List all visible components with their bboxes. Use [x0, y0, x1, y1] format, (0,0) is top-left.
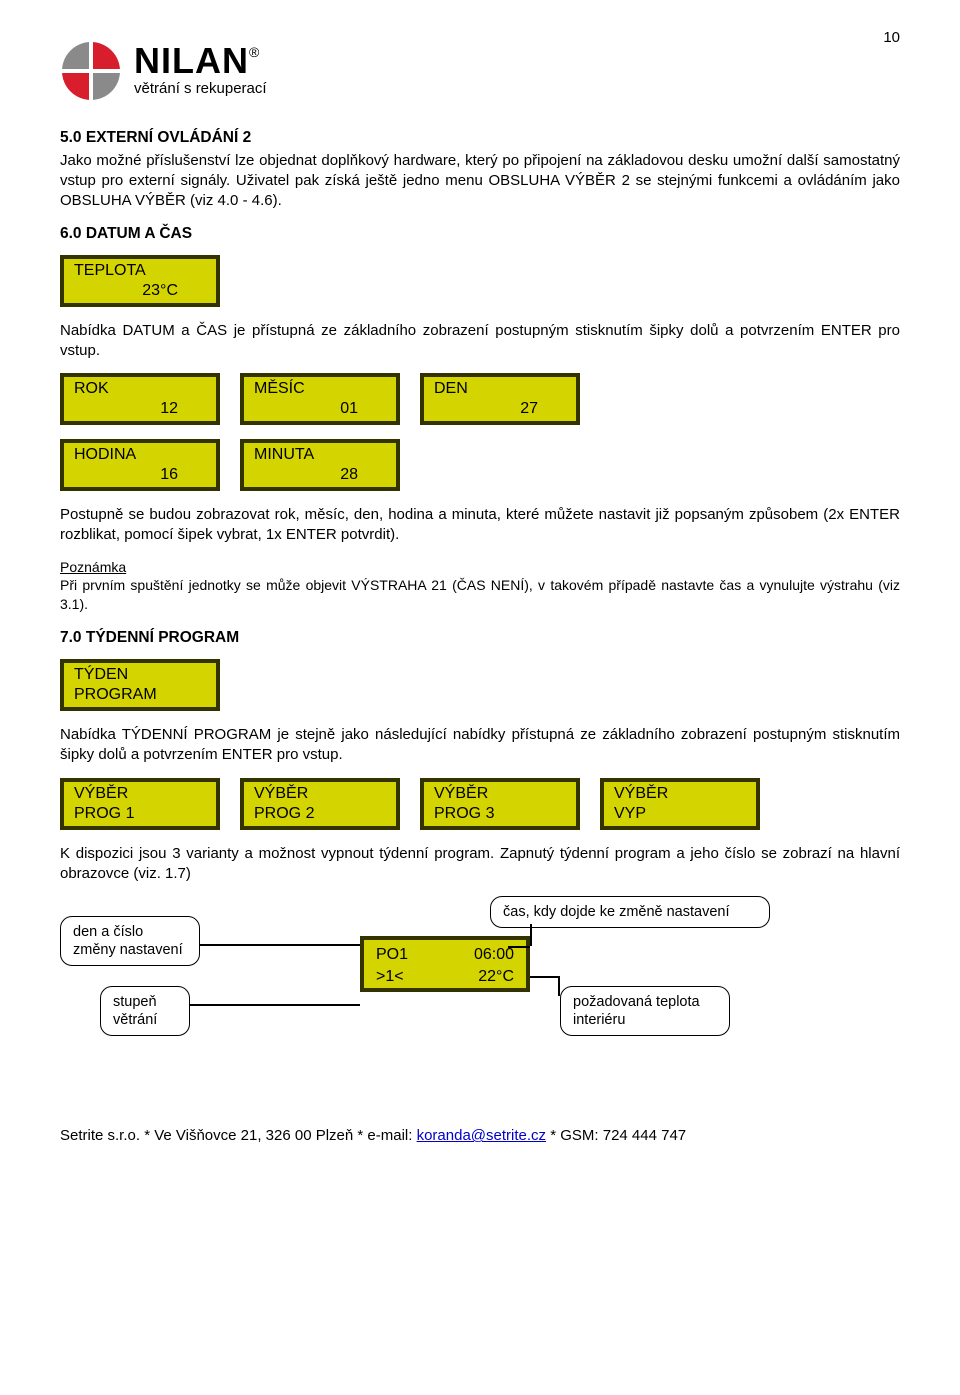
lcd-teplota: TEPLOTA 23°C	[60, 255, 220, 307]
lcd-line1: VÝBĚR	[254, 784, 386, 804]
lcd-line1: MINUTA	[254, 445, 386, 465]
lcd-minuta: MINUTA 28	[240, 439, 400, 491]
lcd-line2: PROG 2	[254, 804, 386, 824]
section-7-title: 7.0 TÝDENNÍ PROGRAM	[60, 628, 900, 649]
logo-mark	[60, 40, 122, 102]
lcd-line2: 12	[74, 399, 206, 419]
section-6-body2: Postupně se budou zobrazovat rok, měsíc,…	[60, 505, 900, 546]
footer-post: * GSM: 724 444 747	[546, 1127, 686, 1144]
lcd-r1a: PO1	[376, 944, 408, 966]
callout-cas: čas, kdy dojde ke změně nastavení	[490, 896, 770, 928]
lcd-hodina: HODINA 16	[60, 439, 220, 491]
page-number: 10	[883, 28, 900, 48]
lcd-prog1: VÝBĚR PROG 1	[60, 778, 220, 830]
section-5-title: 5.0 EXTERNÍ OVLÁDÁNÍ 2	[60, 128, 900, 149]
section-7-body2: K dispozici jsou 3 varianty a možnost vy…	[60, 844, 900, 885]
lcd-line1: DEN	[434, 379, 566, 399]
logo-reg: ®	[249, 44, 259, 60]
lcd-line1: HODINA	[74, 445, 206, 465]
footer-email-link[interactable]: koranda@setrite.cz	[417, 1127, 546, 1144]
logo-name: NILAN	[134, 40, 249, 81]
lcd-line1: VÝBĚR	[74, 784, 206, 804]
lcd-r2a: >1<	[376, 966, 404, 988]
section-7-body1: Nabídka TÝDENNÍ PROGRAM je stejně jako n…	[60, 725, 900, 766]
note-body: Při prvním spuštění jednotky se může obj…	[60, 576, 900, 614]
lcd-rok: ROK 12	[60, 373, 220, 425]
lcd-line1: TÝDEN	[74, 665, 206, 685]
lcd-prog2: VÝBĚR PROG 2	[240, 778, 400, 830]
lcd-main-display: PO106:00 >1<22°C	[360, 936, 530, 992]
lcd-line1: VÝBĚR	[434, 784, 566, 804]
section-6-body1: Nabídka DATUM a ČAS je přístupná ze zákl…	[60, 321, 900, 362]
footer-pre: Setrite s.r.o. * Ve Višňovce 21, 326 00 …	[60, 1127, 417, 1144]
lcd-tyden: TÝDEN PROGRAM	[60, 659, 220, 711]
lcd-line1: MĚSÍC	[254, 379, 386, 399]
lcd-line2: 28	[254, 465, 386, 485]
lcd-line1: ROK	[74, 379, 206, 399]
lcd-line2: PROG 3	[434, 804, 566, 824]
callout-diagram: den a číslozměny nastavení stupeňvětrání…	[60, 896, 900, 1056]
lcd-line1: TEPLOTA	[74, 261, 206, 281]
note-heading: Poznámka	[60, 558, 900, 577]
lcd-line2: 27	[434, 399, 566, 419]
logo-subtitle: větrání s rekuperací	[134, 79, 267, 99]
lcd-line1: VÝBĚR	[614, 784, 746, 804]
callout-den: den a číslozměny nastavení	[60, 916, 200, 966]
callout-teplota: požadovaná teplotainteriéru	[560, 986, 730, 1036]
logo: NILAN® větrání s rekuperací	[60, 40, 900, 102]
lcd-line2: VYP	[614, 804, 746, 824]
lcd-vyp: VÝBĚR VYP	[600, 778, 760, 830]
lcd-den: DEN 27	[420, 373, 580, 425]
lcd-prog3: VÝBĚR PROG 3	[420, 778, 580, 830]
lcd-line2: 23°C	[74, 281, 206, 301]
lcd-line2: PROG 1	[74, 804, 206, 824]
footer: Setrite s.r.o. * Ve Višňovce 21, 326 00 …	[60, 1126, 900, 1146]
callout-stupen: stupeňvětrání	[100, 986, 190, 1036]
lcd-line2: PROGRAM	[74, 685, 206, 705]
section-5-body: Jako možné příslušenství lze objednat do…	[60, 151, 900, 212]
section-6-title: 6.0 DATUM A ČAS	[60, 224, 900, 245]
lcd-line2: 16	[74, 465, 206, 485]
lcd-mesic: MĚSÍC 01	[240, 373, 400, 425]
lcd-r2b: 22°C	[478, 966, 514, 988]
lcd-line2: 01	[254, 399, 386, 419]
